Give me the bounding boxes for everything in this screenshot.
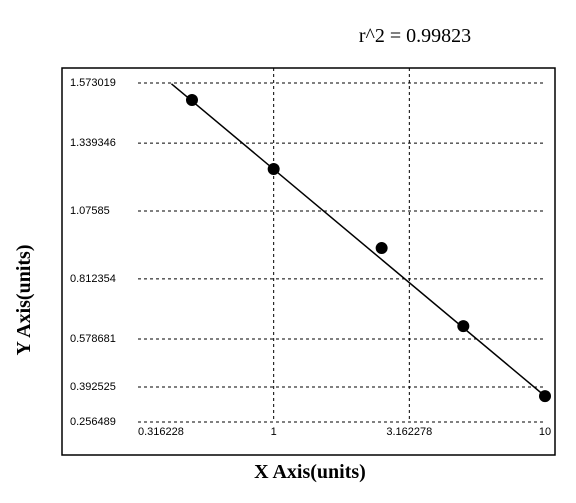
x-tick-label: 0.316228 bbox=[138, 426, 184, 438]
y-tick-label: 1.07585 bbox=[70, 205, 110, 217]
fit-line bbox=[170, 83, 546, 397]
y-tick-label: 0.256489 bbox=[70, 416, 116, 428]
data-point bbox=[539, 390, 551, 403]
y-axis-label: Y Axis(units) bbox=[13, 245, 35, 356]
x-axis-label: X Axis(units) bbox=[254, 461, 366, 483]
y-tick-label: 1.573019 bbox=[70, 77, 116, 89]
frame bbox=[61, 67, 556, 456]
x-tick-label: 3.162278 bbox=[386, 426, 432, 438]
y-tick-label: 0.578681 bbox=[70, 333, 116, 345]
data-point bbox=[185, 93, 198, 106]
y-tick-label: 0.812354 bbox=[70, 273, 116, 285]
data-point bbox=[457, 320, 470, 333]
x-tick-label: 1 bbox=[271, 426, 277, 438]
data-point bbox=[267, 163, 280, 176]
x-tick-label: 10 bbox=[539, 426, 551, 438]
data-point bbox=[375, 242, 388, 255]
y-tick-label: 1.339346 bbox=[70, 137, 116, 149]
chart-title: r^2 = 0.99823 bbox=[359, 25, 471, 47]
y-tick-label: 0.392525 bbox=[70, 381, 116, 393]
